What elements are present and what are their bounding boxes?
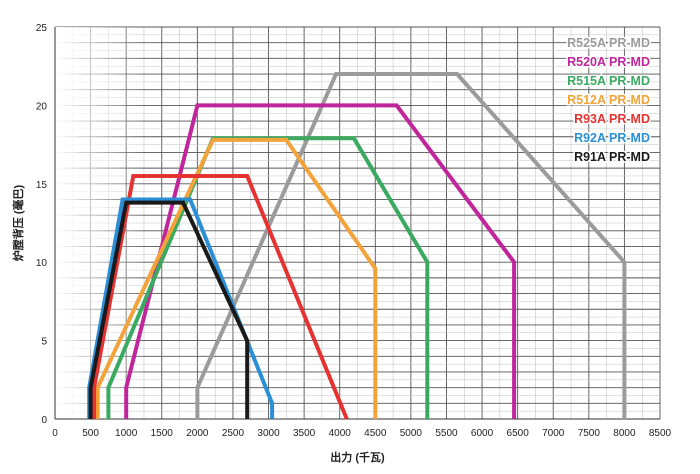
- y-tick-label: 15: [36, 180, 48, 191]
- y-tick-label: 10: [36, 258, 48, 269]
- series-line-0: [195, 72, 627, 419]
- x-tick-label: 5000: [400, 428, 423, 439]
- x-tick-label: 8000: [613, 428, 636, 439]
- legend-entry: R525A PR-MD: [567, 36, 650, 50]
- x-tick-labels: 0 500 1000 1500 2000 2500 3000 3500 4000 4500 5000…: [52, 428, 671, 439]
- legend: R525A PR-MD R520A PR-MD R515A PR-MD R512A P…: [566, 35, 652, 166]
- y-axis-label: 炉膛背压 (毫巴): [11, 184, 25, 261]
- axes: [54, 27, 660, 420]
- x-tick-label: 6500: [507, 428, 530, 439]
- series-layer: [87, 72, 627, 420]
- x-tick-label: 5500: [435, 428, 458, 439]
- legend-entry: R93A PR-MD: [574, 112, 650, 126]
- x-tick-label: 3500: [293, 428, 316, 439]
- y-tick-label: 0: [41, 415, 47, 426]
- x-tick-label: 4000: [329, 428, 352, 439]
- x-tick-label: 8500: [649, 428, 672, 439]
- x-tick-label: 7500: [578, 428, 601, 439]
- x-tick-label: 500: [82, 428, 99, 439]
- y-tick-labels: 0 5 10 15 20 25: [36, 23, 48, 426]
- series-line-1: [124, 103, 517, 419]
- x-tick-label: 2500: [222, 428, 245, 439]
- y-tick-label: 20: [36, 101, 48, 112]
- x-axis-label: 出力 (千瓦): [330, 450, 385, 464]
- legend-entry: R515A PR-MD: [567, 74, 650, 88]
- y-tick-label: 5: [41, 337, 47, 348]
- x-tick-label: 3000: [257, 428, 280, 439]
- series-line-4: [92, 174, 349, 420]
- x-tick-label: 1000: [115, 428, 138, 439]
- series-line-3: [95, 137, 378, 419]
- x-tick-label: 7000: [542, 428, 565, 439]
- x-tick-label: 2000: [186, 428, 209, 439]
- x-tick-label: 4500: [364, 428, 387, 439]
- legend-entry: R92A PR-MD: [574, 131, 650, 145]
- legend-entry: R91A PR-MD: [574, 150, 650, 164]
- x-tick-label: 6000: [471, 428, 494, 439]
- series-line-6: [88, 200, 250, 419]
- x-tick-label: 1500: [151, 428, 174, 439]
- legend-entry: R520A PR-MD: [567, 55, 650, 69]
- y-tick-label: 25: [36, 23, 48, 34]
- legend-entry: R512A PR-MD: [567, 93, 650, 107]
- x-tick-label: 0: [52, 428, 58, 439]
